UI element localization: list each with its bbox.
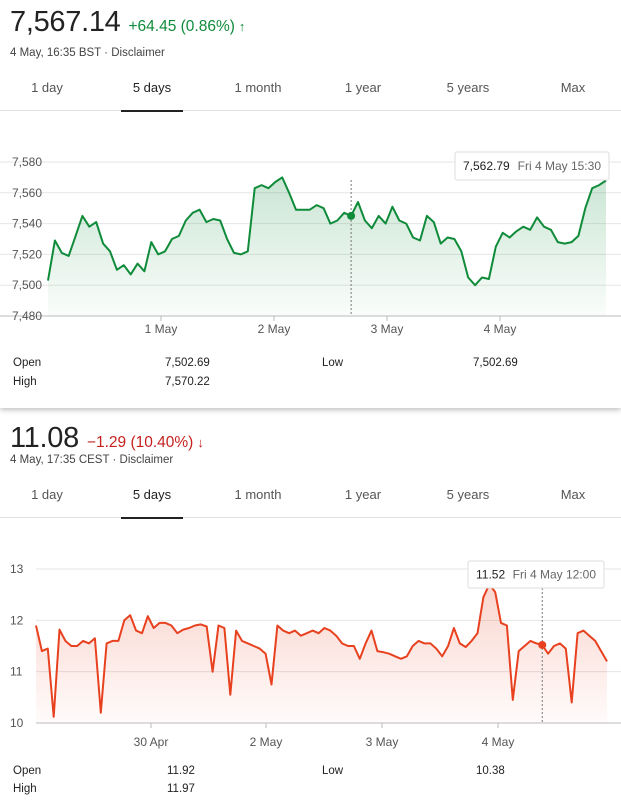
low-value: 7,502.69 xyxy=(473,357,518,369)
tooltip-value: 11.52 xyxy=(476,568,505,582)
open-value: 7,502.69 xyxy=(165,357,210,369)
range-tabs: 1 day 5 days 1 month 1 year 5 years Max xyxy=(0,65,621,112)
tab-5-years[interactable]: 5 years xyxy=(446,80,490,95)
low-value: 10.38 xyxy=(476,765,505,777)
y-tick-label: 10 xyxy=(10,716,24,730)
price-chart[interactable]: 7,480 7,500 7,520 7,540 7,560 7,580 1 May 2 May… xyxy=(0,140,621,340)
x-tick-label: 4 May xyxy=(484,322,517,336)
price-line xyxy=(47,176,607,287)
y-tick-label: 7,520 xyxy=(12,247,42,261)
timestamp-disclaimer[interactable]: 4 May, 16:35 BST · Disclaimer xyxy=(10,47,165,59)
tab-1-day[interactable]: 1 day xyxy=(31,487,63,502)
tab-max[interactable]: Max xyxy=(560,80,586,95)
high-value: 7,570.22 xyxy=(165,376,210,388)
current-price: 11.08 xyxy=(10,422,79,454)
price-header: 7,567.14 +64.45 (0.86%) ↑ xyxy=(10,6,245,39)
tab-5-days[interactable]: 5 days xyxy=(107,65,197,112)
tab-1-month[interactable]: 1 month xyxy=(234,487,282,502)
x-tick-label: 3 May xyxy=(366,735,399,749)
x-tick-label: 2 May xyxy=(258,322,291,336)
tab-1-month[interactable]: 1 month xyxy=(234,80,282,95)
price-area xyxy=(36,584,607,723)
open-label: Open xyxy=(13,357,42,369)
price-chart[interactable]: 10 11 12 13 30 Apr 2 May 3 May 4 May 11.52 Fri 4 … xyxy=(0,548,621,758)
y-tick-label: 11 xyxy=(10,665,23,679)
y-tick-label: 12 xyxy=(10,613,24,627)
hover-tooltip: 7,562.79 Fri 4 May 15:30 xyxy=(454,151,610,181)
tooltip-time: Fri 4 May 15:30 xyxy=(518,159,602,173)
y-tick-label: 7,500 xyxy=(12,278,42,292)
price-change: −1.29 (10.40%) xyxy=(86,434,194,451)
y-tick-label: 13 xyxy=(10,562,24,576)
y-tick-label: 7,580 xyxy=(12,155,42,169)
arrow-up-icon: ↑ xyxy=(238,19,246,34)
low-label: Low xyxy=(322,357,344,369)
active-tab-indicator xyxy=(121,517,183,519)
open-value: 11.92 xyxy=(167,765,195,777)
current-price: 7,567.14 xyxy=(10,6,121,38)
arrow-down-icon: ↓ xyxy=(197,435,204,450)
y-tick-label: 7,540 xyxy=(12,217,42,231)
hover-tooltip: 11.52 Fri 4 May 12:00 xyxy=(467,560,605,589)
y-tick-label: 7,480 xyxy=(12,309,42,323)
tab-5-days[interactable]: 5 days xyxy=(107,472,197,519)
price-line xyxy=(35,583,608,718)
tab-max[interactable]: Max xyxy=(560,487,586,502)
x-tick-label: 4 May xyxy=(482,735,515,749)
tooltip-time: Fri 4 May 12:00 xyxy=(513,568,597,582)
range-tabs: 1 day 5 days 1 month 1 year 5 years Max xyxy=(0,472,621,519)
quote-card-stock: 11.08 −1.29 (10.40%) ↓ 4 May, 17:35 CEST… xyxy=(0,408,621,803)
hover-point xyxy=(538,640,547,649)
high-label: High xyxy=(13,783,37,795)
low-label: Low xyxy=(322,765,344,777)
active-tab-indicator xyxy=(121,110,183,112)
price-area xyxy=(48,177,606,316)
x-tick-label: 30 Apr xyxy=(134,735,169,749)
high-value: 11.97 xyxy=(167,783,195,795)
x-tick-label: 3 May xyxy=(371,322,404,336)
hover-point xyxy=(347,211,356,220)
quote-card-index: 7,567.14 +64.45 (0.86%) ↑ 4 May, 16:35 B… xyxy=(0,6,621,388)
timestamp-disclaimer[interactable]: 4 May, 17:35 CEST · Disclaimer xyxy=(10,454,174,466)
tab-5-years[interactable]: 5 years xyxy=(446,487,490,502)
open-label: Open xyxy=(13,765,42,777)
tooltip-value: 7,562.79 xyxy=(463,159,510,173)
tab-1-day[interactable]: 1 day xyxy=(31,80,63,95)
price-header: 11.08 −1.29 (10.40%) ↓ xyxy=(10,422,204,455)
price-change: +64.45 (0.86%) xyxy=(128,18,235,35)
x-tick-label: 1 May xyxy=(145,322,178,336)
y-tick-label: 7,560 xyxy=(12,186,42,200)
tab-1-year[interactable]: 1 year xyxy=(344,487,382,502)
high-label: High xyxy=(13,376,37,388)
tab-1-year[interactable]: 1 year xyxy=(344,80,382,95)
x-tick-label: 2 May xyxy=(250,735,283,749)
